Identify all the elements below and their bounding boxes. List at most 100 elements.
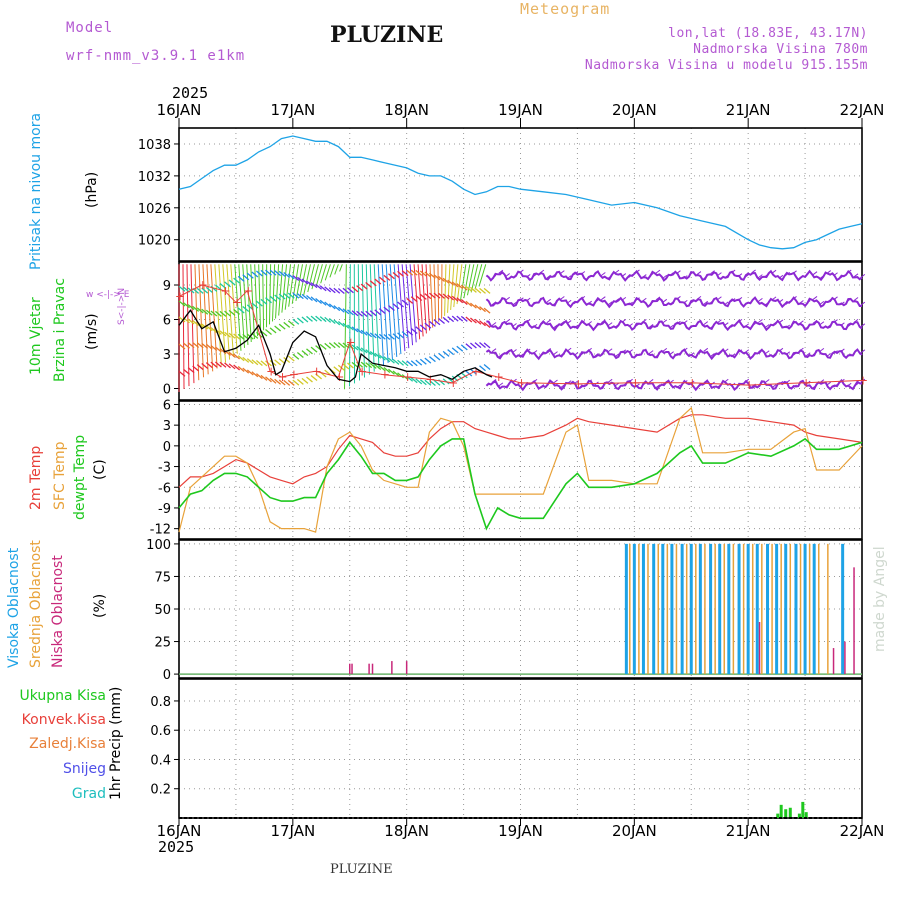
wind-arrow-head xyxy=(860,323,866,328)
elevation-text: Nadmorska Visina 780m xyxy=(693,42,868,57)
y-tick-label: 75 xyxy=(154,570,171,585)
gust-marker: + xyxy=(448,376,458,390)
wind-arrow xyxy=(378,308,386,315)
wind-arrow xyxy=(183,368,190,375)
wind-arrow xyxy=(469,286,477,293)
wind-arrow xyxy=(296,293,304,300)
wind-arrow xyxy=(265,329,272,336)
wind-arrow-head xyxy=(758,319,763,323)
y-tick-label: 0 xyxy=(163,668,171,683)
wind-barb xyxy=(262,264,265,331)
wind-arrow xyxy=(296,317,304,324)
wind-arrow xyxy=(347,362,354,369)
wind-arrow xyxy=(351,344,359,351)
wind-arrow-head xyxy=(805,324,811,329)
wind-arrow-head xyxy=(676,384,681,389)
wind-arrow xyxy=(342,308,350,315)
gust-marker: + xyxy=(858,373,868,387)
wind-arrow xyxy=(365,282,373,289)
wind-arrow xyxy=(242,367,250,374)
wind-arrow-head xyxy=(853,383,859,387)
wind-arrow xyxy=(419,293,427,300)
wind-arrow-head xyxy=(601,272,606,276)
y-tick-label: -3 xyxy=(158,461,171,476)
gust-marker: + xyxy=(334,370,344,384)
wind-arrow-head xyxy=(560,270,565,275)
wind-arrow-head xyxy=(792,270,797,275)
wind-arrow xyxy=(265,269,272,276)
wind-arrow-head xyxy=(723,322,729,327)
wind-arrow-head xyxy=(525,348,531,353)
wind-barb xyxy=(295,264,304,301)
wind-arrow-head xyxy=(703,379,709,384)
wind-arrow-head xyxy=(532,301,538,306)
wind-arrow xyxy=(319,285,327,292)
wind-barb xyxy=(470,264,479,293)
wind-arrow xyxy=(401,331,409,338)
wind-arrow-head xyxy=(785,301,791,305)
wind-arrow-head xyxy=(676,352,681,357)
wind-arrow-head xyxy=(519,353,524,358)
wind-arrow-head xyxy=(778,319,784,324)
wind-arrow xyxy=(419,379,427,386)
wind-arrow xyxy=(479,365,486,372)
wind-arrow xyxy=(255,300,263,307)
wind-arrow xyxy=(237,366,245,373)
wind-barb xyxy=(339,264,343,272)
wind-arrow xyxy=(205,286,213,293)
wind-arrow xyxy=(388,273,395,280)
wind-arrow xyxy=(196,307,204,314)
wind-arrow xyxy=(351,361,359,368)
wind-arrow-head xyxy=(710,324,715,329)
wind-arrow xyxy=(315,373,323,380)
wind-barb xyxy=(320,264,327,284)
wind-arrow xyxy=(237,307,245,314)
wind-barb xyxy=(250,264,255,340)
wind-arrow-head xyxy=(799,347,804,352)
wind-arrow-head xyxy=(717,319,722,324)
wind-barb xyxy=(202,264,209,375)
wind-arrow-head xyxy=(805,270,811,275)
wind-arrow xyxy=(356,310,363,317)
wind-arrow xyxy=(419,270,427,277)
y-tick-label: 0 xyxy=(163,440,171,455)
precip-bar xyxy=(801,801,805,818)
wind-arrow-head xyxy=(689,352,695,357)
wind-arrow xyxy=(260,360,268,367)
wind-arrow-head xyxy=(546,319,551,324)
wind-arrow xyxy=(296,276,304,283)
wind-arrow-head xyxy=(676,320,681,325)
wind-barb xyxy=(288,264,296,307)
wind-arrow-head xyxy=(785,379,791,384)
wind-arrow xyxy=(429,292,436,299)
wind-barb xyxy=(329,264,335,278)
wind-arrow xyxy=(301,350,309,357)
panel-frame xyxy=(178,127,863,262)
precip-legend-freezing: Zaledj.Kisa xyxy=(29,736,106,752)
wind-arrow xyxy=(310,346,318,353)
wind-arrow xyxy=(429,272,436,279)
wind-arrow xyxy=(388,305,395,312)
wind-arrow-head xyxy=(846,298,852,302)
wind-arrow-head xyxy=(607,378,613,383)
gust-marker: + xyxy=(744,378,754,392)
wind-arrow-head xyxy=(758,274,763,279)
wind-arrow xyxy=(433,292,441,299)
wind-arrow-head xyxy=(751,297,756,301)
wind-arrow xyxy=(406,329,414,336)
wind-arrow-head xyxy=(655,353,661,357)
wind-barb xyxy=(421,264,427,334)
wind-arrow xyxy=(337,320,345,327)
wind-arrow xyxy=(205,325,213,332)
wind-arrow xyxy=(269,295,277,302)
wind-arrow-head xyxy=(607,348,613,353)
wind-arrow-head xyxy=(826,324,832,329)
wind-arrow xyxy=(292,353,300,360)
wind-arrow xyxy=(351,286,359,293)
wind-arrow xyxy=(233,353,241,360)
wind-arrow xyxy=(233,308,241,315)
wind-arrow-head xyxy=(566,299,572,304)
wind-arrow xyxy=(397,359,404,366)
wind-arrow xyxy=(383,366,391,373)
wind-arrow xyxy=(415,294,423,301)
